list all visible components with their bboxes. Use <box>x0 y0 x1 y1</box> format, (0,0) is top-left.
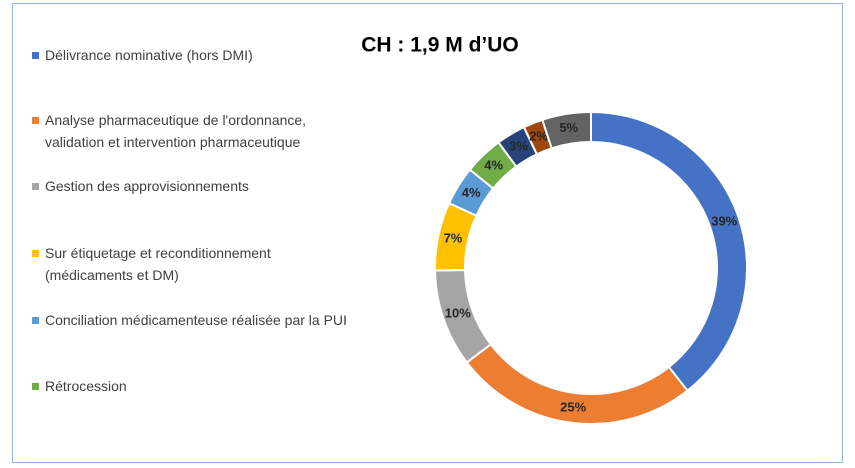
legend-label: Sur étiquetage et reconditionnement (méd… <box>45 245 271 283</box>
legend-item: Gestion des approvisionnements <box>32 175 362 197</box>
chart-frame <box>12 3 843 463</box>
data-label: 39% <box>711 213 737 228</box>
data-label: 10% <box>445 306 471 321</box>
legend-label: Conciliation médicamenteuse réalisée par… <box>45 312 347 328</box>
legend-swatch <box>32 383 39 390</box>
legend-label: Analyse pharmaceutique de l'ordonnance, … <box>45 112 307 150</box>
data-label: 3% <box>509 138 528 153</box>
data-label: 2% <box>529 129 548 144</box>
legend-label: Rétrocession <box>45 378 127 394</box>
data-label: 4% <box>462 185 481 200</box>
legend-item: Délivrance nominative (hors DMI) <box>32 44 362 66</box>
data-label: 7% <box>444 231 463 246</box>
legend-label: Gestion des approvisionnements <box>45 178 249 194</box>
legend-swatch <box>32 317 39 324</box>
data-label: 25% <box>560 399 586 414</box>
legend-item: Analyse pharmaceutique de l'ordonnance, … <box>32 109 362 153</box>
legend-item: Sur étiquetage et reconditionnement (méd… <box>32 242 362 286</box>
legend-swatch <box>32 183 39 190</box>
chart-title: CH : 1,9 M d’UO <box>361 34 519 57</box>
donut-slice <box>541 110 592 150</box>
donut-slice <box>590 110 748 393</box>
legend-swatch <box>32 250 39 257</box>
legend-swatch <box>32 52 39 59</box>
legend-item: Conciliation médicamenteuse réalisée par… <box>32 309 362 331</box>
data-label: 5% <box>559 120 578 135</box>
data-label: 4% <box>484 157 503 172</box>
legend-swatch <box>32 117 39 124</box>
legend-item: Rétrocession <box>32 375 362 397</box>
legend-label: Délivrance nominative (hors DMI) <box>45 47 253 63</box>
